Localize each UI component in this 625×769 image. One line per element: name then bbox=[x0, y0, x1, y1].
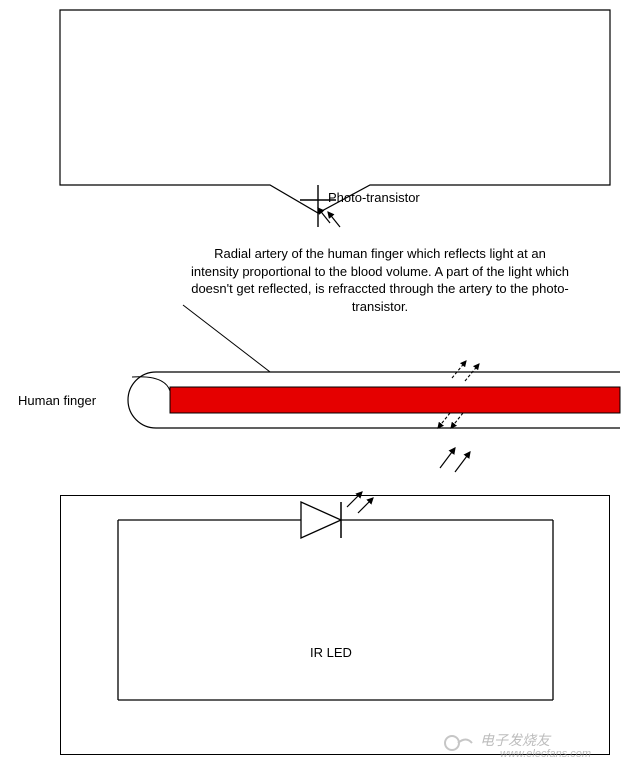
watermark-text: 电子发烧友 bbox=[480, 730, 550, 750]
incident-light-arrows bbox=[425, 435, 505, 485]
photo-transistor-label: Photo-transistor bbox=[328, 190, 420, 205]
ir-led-label: IR LED bbox=[310, 645, 352, 660]
ir-led-circuit bbox=[55, 490, 615, 760]
watermark-url: www.elecfans.com bbox=[500, 748, 591, 760]
watermark-icon bbox=[440, 728, 480, 758]
finger-diagram bbox=[0, 365, 625, 445]
